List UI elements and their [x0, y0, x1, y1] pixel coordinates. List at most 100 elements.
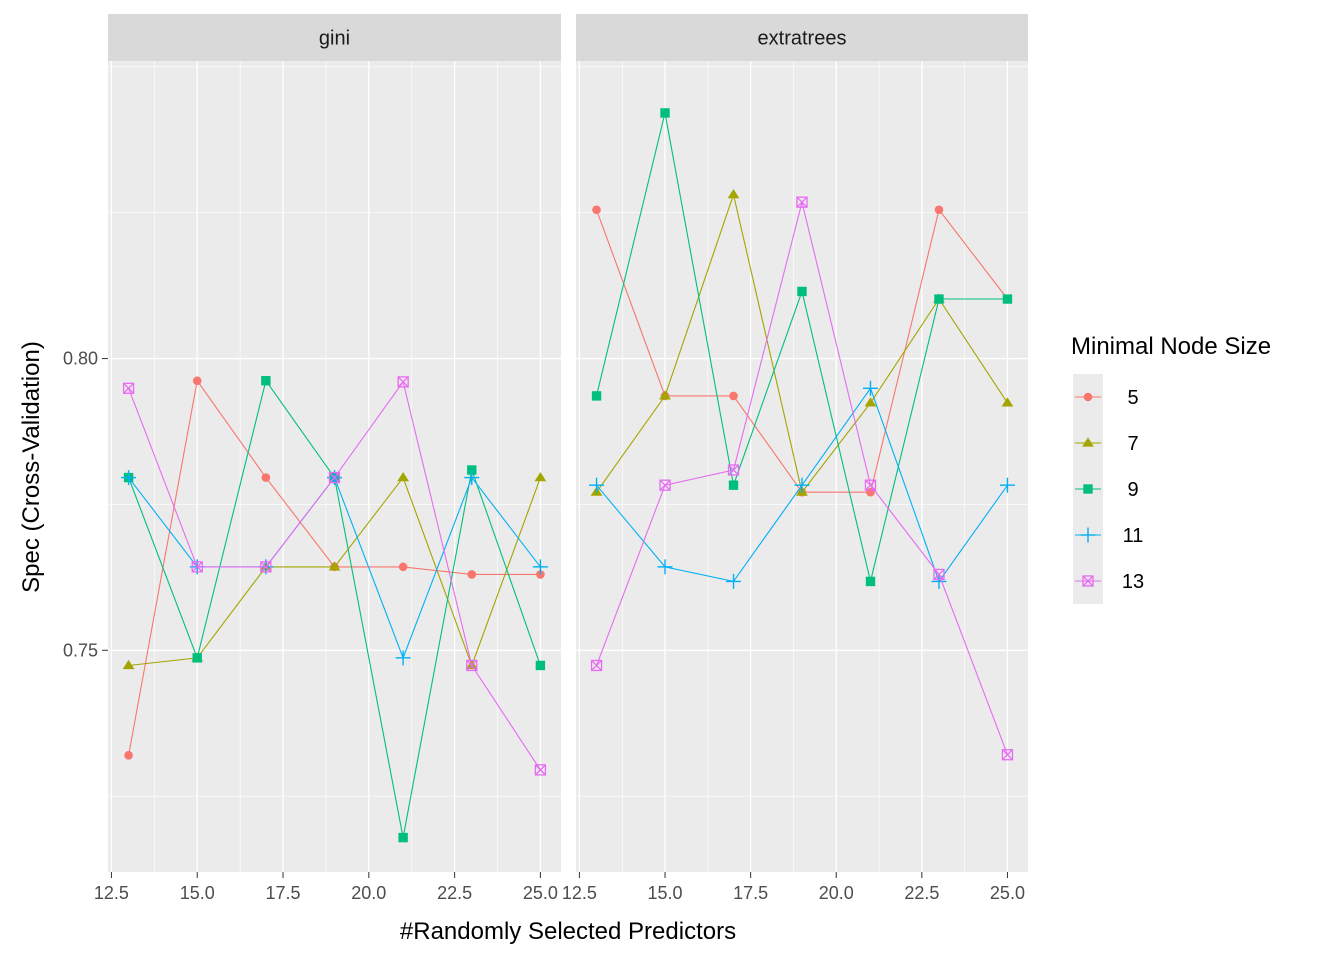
legend-key-marker: [1082, 575, 1094, 587]
legend-item: 5: [1073, 374, 1139, 420]
data-point: [591, 391, 602, 401]
panels: gini 12.5 15.0 17.5 20.0 22.5 25.0 extratrees 12…: [94, 14, 1028, 903]
facet-strip: [108, 14, 561, 61]
x-tick-label: 17.5: [265, 883, 300, 903]
legend-label: 5: [1127, 387, 1138, 409]
data-point: [534, 471, 547, 482]
data-point: [1002, 294, 1013, 304]
x-tick-label: 25.0: [523, 883, 558, 903]
data-point: [660, 108, 670, 118]
legend-item: 7: [1073, 420, 1139, 466]
data-point: [535, 660, 546, 671]
series-13: [122, 376, 547, 776]
y-axis: 0.75 0.80: [63, 349, 108, 660]
data-point: [726, 573, 742, 589]
legend-item: 13: [1073, 558, 1144, 604]
data-point: [727, 189, 740, 199]
legend-title: Minimal Node Size: [1071, 333, 1271, 360]
data-point: [467, 570, 477, 579]
data-point: [657, 559, 673, 575]
legend-key-marker: [1083, 484, 1093, 494]
legend: Minimal Node Size 5 7 9 11 13: [1071, 333, 1271, 604]
data-point: [864, 479, 877, 491]
x-tick-label: 20.0: [819, 883, 854, 903]
data-point: [933, 568, 945, 581]
data-point: [534, 764, 547, 776]
data-point: [260, 561, 272, 573]
facet-panel-gini: gini 12.5 15.0 17.5 20.0 22.5 25.0: [94, 14, 561, 903]
data-point: [192, 653, 202, 663]
facet-strip-label: extratrees: [758, 28, 847, 50]
data-point: [659, 479, 671, 491]
data-point: [467, 465, 477, 475]
data-point: [727, 464, 740, 476]
legend-key-marker: [1080, 527, 1096, 543]
x-tick-label: 15.0: [180, 883, 215, 903]
data-point: [864, 397, 877, 407]
data-point: [1001, 749, 1014, 761]
x-tick-label: 12.5: [94, 883, 129, 903]
data-point: [999, 477, 1015, 493]
legend-key-marker: [1082, 437, 1094, 447]
data-point: [124, 751, 133, 760]
data-point: [536, 570, 545, 579]
data-point: [728, 480, 739, 490]
data-point: [934, 205, 944, 215]
legend-item: 11: [1073, 512, 1143, 558]
panel-background: [576, 61, 1028, 872]
x-tick-label: 15.0: [648, 883, 683, 903]
data-point: [794, 477, 810, 493]
data-point: [862, 380, 878, 396]
series-9: [591, 108, 1013, 587]
panel-background: [108, 61, 561, 872]
data-point: [931, 573, 947, 589]
data-point: [398, 562, 408, 572]
legend-label: 9: [1127, 479, 1138, 501]
data-point: [796, 196, 808, 208]
series-13: [590, 196, 1014, 761]
data-point: [328, 471, 341, 484]
data-point: [592, 205, 601, 215]
data-point: [328, 561, 341, 571]
data-point: [464, 470, 480, 486]
x-axis: 12.5 15.0 17.5 20.0 22.5 25.0: [94, 872, 558, 903]
x-tick-label: 22.5: [904, 883, 939, 903]
x-axis-title: #Randomly Selected Predictors: [400, 918, 736, 945]
data-point: [934, 294, 944, 304]
data-point: [192, 376, 202, 386]
y-axis-title: Spec (Cross-Validation): [18, 341, 45, 593]
data-point: [121, 470, 137, 486]
y-tick-label: 0.80: [63, 349, 98, 369]
data-point: [729, 391, 738, 401]
data-point: [589, 477, 605, 493]
data-point: [590, 659, 603, 672]
data-point: [122, 659, 135, 670]
x-tick-label: 22.5: [437, 883, 472, 903]
data-point: [261, 473, 271, 482]
data-point: [191, 561, 203, 573]
y-tick-label: 0.75: [63, 640, 98, 660]
data-point: [532, 559, 548, 575]
data-point: [865, 576, 876, 587]
data-point: [659, 390, 671, 400]
data-point: [797, 286, 807, 297]
legend-item: 9: [1073, 466, 1139, 512]
facet-panel-extratrees: extratrees 12.5 15.0 17.5 20.0 22.5 25.0: [562, 14, 1028, 903]
data-point: [395, 650, 411, 666]
legend-label: 11: [1123, 525, 1144, 547]
x-tick-label: 20.0: [351, 883, 386, 903]
legend-key-marker: [1083, 392, 1093, 402]
data-point: [466, 659, 478, 672]
x-axis: 12.5 15.0 17.5 20.0 22.5 25.0: [562, 872, 1025, 903]
data-point: [261, 376, 271, 386]
data-point: [122, 382, 135, 394]
gridlines: [108, 61, 561, 872]
data-point: [397, 471, 410, 482]
facet-strip-label: gini: [319, 28, 350, 50]
x-tick-label: 12.5: [562, 883, 597, 903]
facet-strip: [576, 14, 1028, 61]
x-tick-label: 17.5: [733, 883, 768, 903]
data-point: [398, 832, 408, 843]
data-point: [1001, 397, 1014, 407]
